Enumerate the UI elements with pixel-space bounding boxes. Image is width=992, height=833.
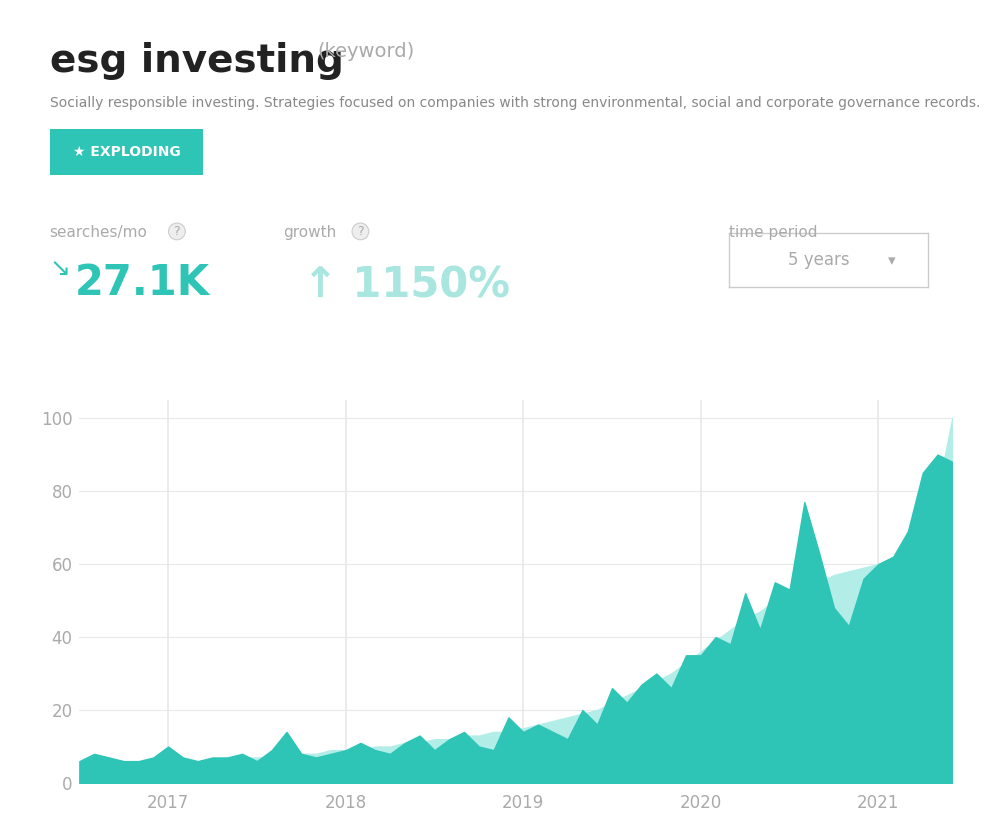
Text: time period: time period [729, 225, 817, 240]
Text: 5 years: 5 years [788, 252, 849, 269]
Text: growth: growth [283, 225, 336, 240]
Text: esg investing: esg investing [50, 42, 343, 80]
Text: ↑ 1150%: ↑ 1150% [303, 265, 510, 307]
Text: (keyword): (keyword) [317, 42, 415, 61]
Text: ★ EXPLODING: ★ EXPLODING [72, 145, 181, 159]
Text: ▾: ▾ [888, 252, 896, 268]
Text: ↘: ↘ [50, 258, 70, 282]
Text: ?: ? [357, 225, 364, 238]
Text: Socially responsible investing. Strategies focused on companies with strong envi: Socially responsible investing. Strategi… [50, 96, 980, 110]
Text: searches/mo: searches/mo [50, 225, 148, 240]
Text: ?: ? [174, 225, 181, 238]
Text: 27.1K: 27.1K [74, 262, 209, 304]
